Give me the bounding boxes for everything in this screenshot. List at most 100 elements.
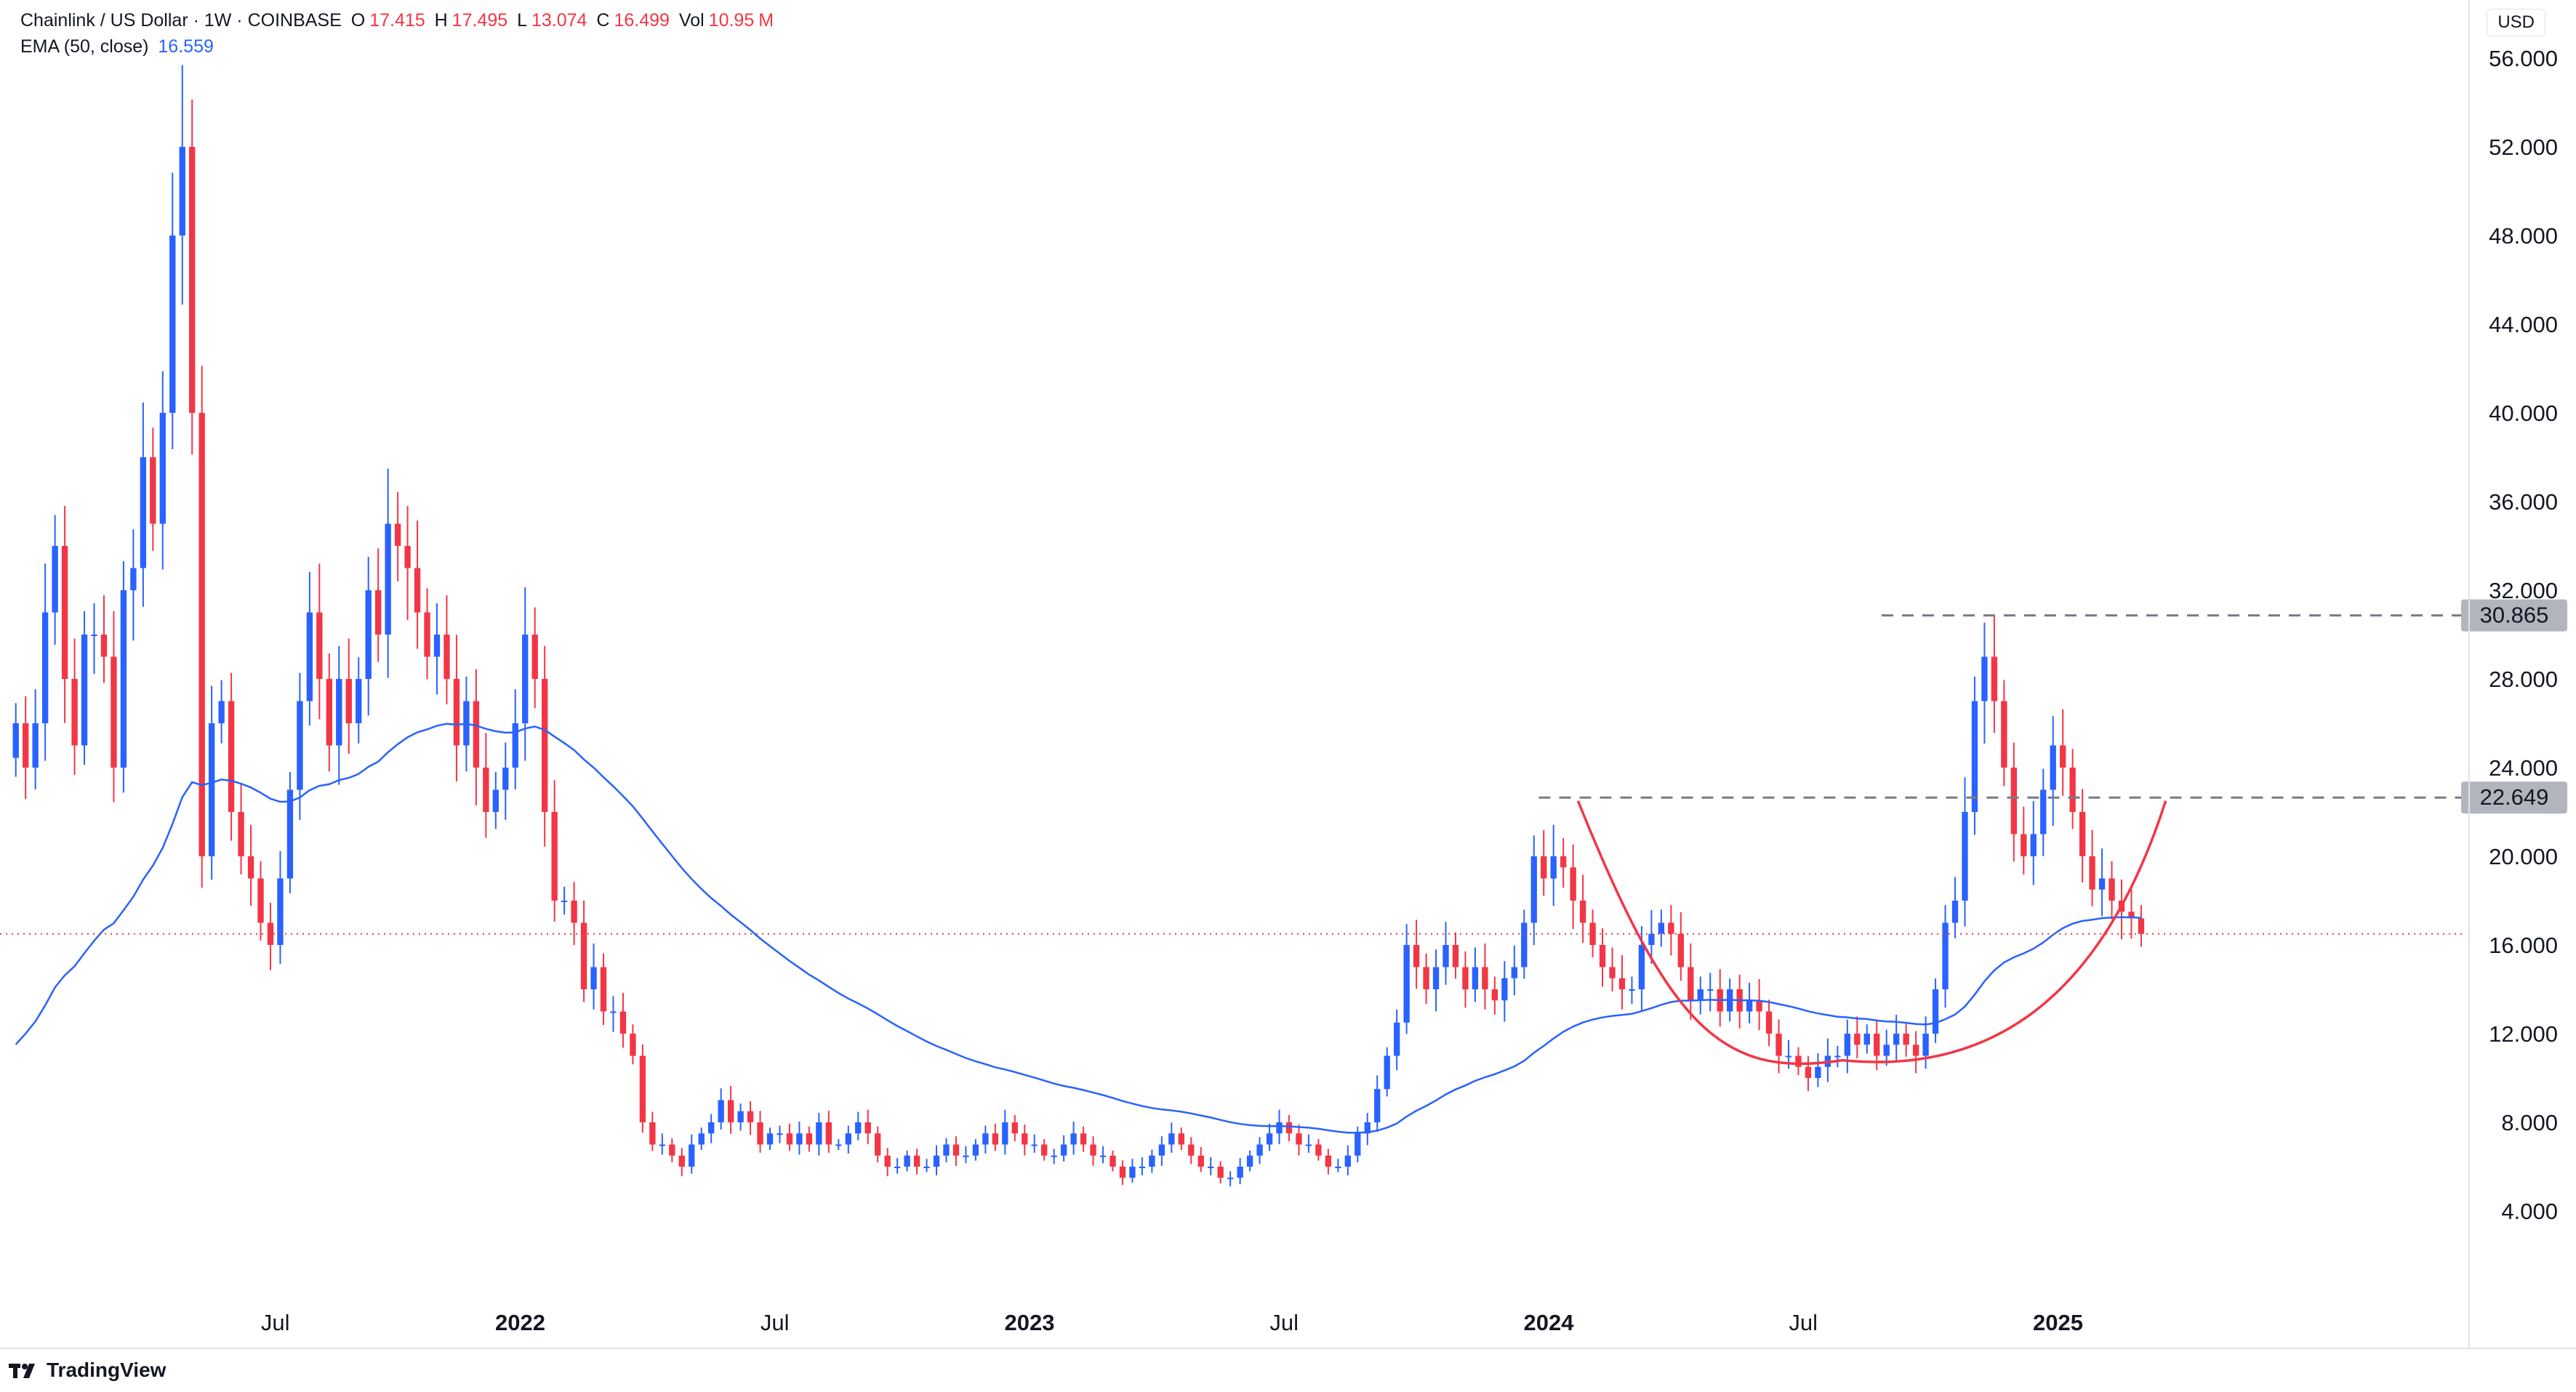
- candle-body: [864, 1122, 871, 1134]
- candle: [855, 1111, 862, 1140]
- candle-body: [1638, 945, 1645, 989]
- candle: [2030, 801, 2037, 885]
- candle-body: [2089, 856, 2095, 890]
- candle-body: [2001, 701, 2007, 768]
- candle-body: [424, 612, 430, 657]
- candle-body: [1285, 1122, 1293, 1134]
- candle-body: [52, 546, 58, 613]
- candle-body: [512, 723, 518, 768]
- candle-body: [708, 1122, 715, 1134]
- candle-body: [1139, 1167, 1146, 1168]
- candle: [737, 1103, 744, 1131]
- candle: [1511, 945, 1517, 996]
- candle-body: [492, 789, 499, 812]
- candle: [1070, 1122, 1077, 1155]
- currency-button[interactable]: USD: [2487, 9, 2545, 36]
- level-badge: [2461, 599, 2567, 632]
- candle: [1550, 824, 1557, 906]
- candle: [1775, 1019, 1782, 1074]
- candle: [590, 944, 597, 1010]
- x-tick-label: 2024: [1523, 1310, 1574, 1335]
- candle-body: [2108, 878, 2115, 901]
- candle: [1110, 1150, 1116, 1172]
- candle-body: [531, 635, 538, 679]
- candle-body: [1208, 1167, 1214, 1168]
- x-tick-label: 2025: [2033, 1310, 2083, 1335]
- candle: [1129, 1159, 1136, 1183]
- candle: [1296, 1125, 1302, 1156]
- candle: [81, 611, 88, 765]
- candle: [502, 742, 509, 820]
- candle: [286, 771, 294, 893]
- candle-body: [1688, 967, 1694, 1001]
- candle-body: [1668, 922, 1674, 934]
- candle: [816, 1113, 822, 1156]
- candle: [1443, 922, 1449, 985]
- candle: [1805, 1055, 1812, 1091]
- candle: [218, 680, 225, 744]
- candle-body: [345, 679, 352, 723]
- candle: [943, 1138, 950, 1163]
- candle: [1256, 1137, 1263, 1164]
- candle-body: [1178, 1133, 1184, 1145]
- candle: [1119, 1160, 1126, 1186]
- candle-body: [41, 612, 49, 723]
- candle-body: [1746, 1000, 1753, 1012]
- candle: [159, 371, 166, 570]
- candle: [639, 1044, 646, 1133]
- candle-body: [1344, 1155, 1351, 1167]
- candle: [1364, 1113, 1371, 1146]
- candle-body: [1443, 945, 1449, 967]
- candle: [698, 1127, 705, 1150]
- candle: [708, 1114, 715, 1143]
- candle: [297, 672, 303, 820]
- candle-body: [1355, 1133, 1361, 1156]
- symbol-title[interactable]: Chainlink / US Dollar · 1W · COINBASE: [20, 10, 342, 31]
- candle: [777, 1125, 783, 1143]
- candle: [1315, 1139, 1322, 1161]
- candle: [404, 506, 411, 620]
- candle: [531, 607, 538, 709]
- candle-body: [982, 1133, 989, 1145]
- candle: [1178, 1127, 1184, 1150]
- candle: [1168, 1122, 1175, 1153]
- candle: [385, 468, 391, 678]
- x-tick-label: 2023: [1005, 1310, 1055, 1335]
- low-value: 13.074: [531, 10, 587, 31]
- candle: [561, 886, 568, 915]
- candle-body: [1374, 1089, 1381, 1122]
- candle: [247, 824, 254, 906]
- candle: [1285, 1114, 1293, 1142]
- candle-body: [1364, 1122, 1371, 1134]
- candle-body: [1541, 856, 1547, 879]
- candle-body: [1854, 1034, 1861, 1045]
- candle: [1501, 961, 1508, 1022]
- candle: [1971, 676, 1978, 835]
- candle-body: [1315, 1144, 1322, 1156]
- candle: [1158, 1136, 1165, 1166]
- candle: [394, 491, 401, 582]
- candle: [374, 548, 382, 662]
- candle-body: [1080, 1133, 1087, 1145]
- close-label: C: [596, 10, 610, 31]
- candle-body: [786, 1133, 793, 1145]
- candle-body: [1874, 1034, 1880, 1056]
- open-value: 17.415: [369, 10, 425, 31]
- candle: [1844, 1019, 1851, 1074]
- candle: [1090, 1136, 1096, 1166]
- x-tick-label: Jul: [1789, 1310, 1818, 1335]
- candle: [61, 506, 68, 723]
- ema-label[interactable]: EMA (50, close): [20, 36, 149, 57]
- candle: [198, 366, 205, 888]
- candle-body: [1834, 1055, 1841, 1058]
- candle: [238, 783, 244, 875]
- candle-body: [1863, 1034, 1870, 1045]
- y-tick-label: 36.000: [2489, 489, 2558, 515]
- candle-body: [1237, 1167, 1243, 1178]
- candle-body: [1384, 1055, 1390, 1090]
- candle-body: [356, 679, 362, 723]
- candle-body: [1599, 945, 1606, 967]
- candle-body: [1296, 1133, 1302, 1145]
- tradingview-logo[interactable]: TradingView: [9, 1359, 166, 1382]
